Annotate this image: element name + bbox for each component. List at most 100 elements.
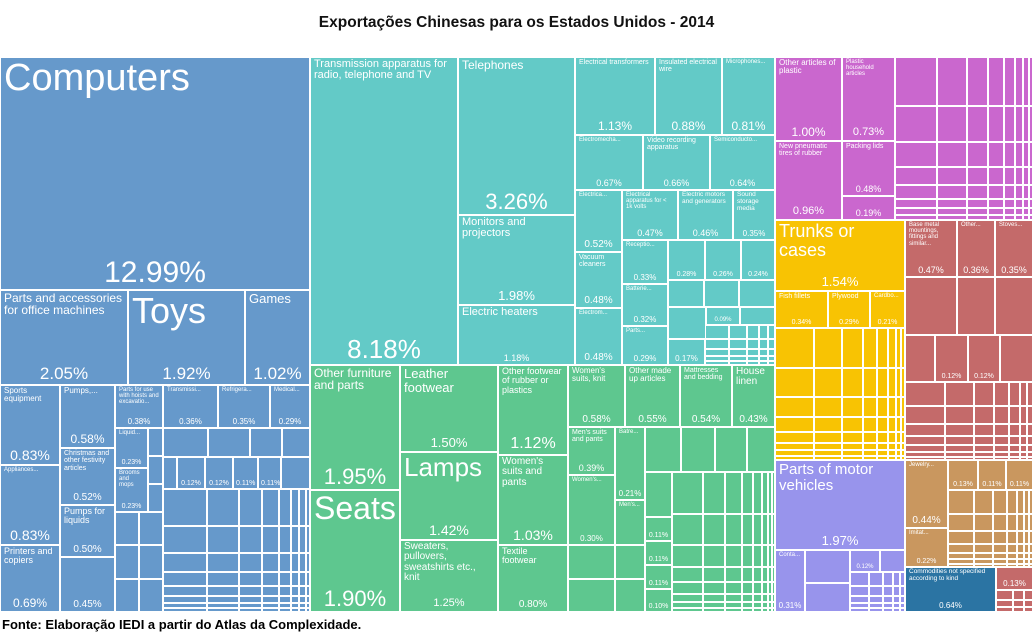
cell-filler — [888, 450, 896, 456]
cell-filler — [905, 335, 935, 382]
cell-value: 1.42% — [429, 522, 469, 539]
cell-filler — [892, 603, 900, 609]
cell-filler — [1017, 552, 1025, 560]
cell-value: 0.13% — [1003, 578, 1026, 588]
cell-filler — [966, 141, 989, 168]
cell-filler — [775, 328, 815, 368]
cell-value: 8.18% — [347, 333, 421, 364]
cell-filler — [299, 603, 306, 609]
cell-filler — [767, 607, 772, 612]
cell-filler — [814, 450, 843, 456]
cell-label: Leather footwear — [404, 366, 454, 395]
cell-value: 0.17% — [675, 353, 698, 363]
cell-filler — [1028, 167, 1033, 186]
cell-label: Cardbo... — [874, 293, 899, 299]
cell-filler — [1017, 513, 1025, 532]
cell-label: House linen — [736, 366, 765, 388]
cell-vacuum-cleaners: Vacuum cleaners 0.48% — [575, 252, 622, 308]
cell-filler — [1027, 436, 1033, 446]
cell-filler — [901, 442, 905, 451]
cell-filler — [936, 167, 967, 186]
cell-filler — [895, 328, 902, 368]
cell-filler — [1028, 141, 1033, 168]
cell-filler — [993, 513, 1008, 532]
cell-value: 0.12% — [941, 372, 962, 380]
cell-filler — [994, 456, 1010, 460]
cell-value: 1.54% — [821, 274, 859, 290]
cell-filler — [1003, 141, 1015, 168]
cell-filler — [668, 307, 706, 339]
cell-filler — [905, 406, 945, 424]
cell-filler — [1027, 406, 1033, 424]
cell-value: 0.35% — [1001, 264, 1027, 275]
cell-filler — [703, 582, 726, 594]
cell-filler — [1009, 436, 1020, 446]
cell-filler — [207, 552, 240, 573]
cell-filler — [842, 396, 863, 418]
cell-filler — [944, 382, 974, 407]
cell-value: 0.29% — [278, 416, 302, 426]
cell-filler — [305, 526, 310, 553]
chart-title: Exportações Chinesas para os Estados Uni… — [318, 14, 715, 31]
cell-filler — [850, 585, 870, 596]
cell-filler — [305, 603, 310, 609]
cell-filler — [974, 552, 994, 560]
cell-value: 0.36% — [963, 264, 989, 275]
cell-value: 1.18% — [503, 352, 530, 363]
cell-label: Textile footwear — [502, 546, 537, 566]
cell-filler — [290, 552, 300, 573]
cell-value: 0.13% — [953, 480, 973, 488]
cell-filler — [1003, 106, 1015, 142]
cell-filler — [974, 559, 994, 564]
cell-sound-storage-media: Sound storage media 0.35% — [733, 190, 775, 240]
cell-refrigera: Refrigera... 0.35% — [218, 385, 270, 428]
cell-value: 0.12% — [181, 479, 201, 487]
cell-filler — [746, 325, 760, 339]
cell-label: Plastic household articles — [846, 59, 874, 78]
cell-other-furniture-and-parts: Other furniture and parts 1.95% — [310, 365, 400, 490]
cell-filler — [1023, 215, 1029, 220]
cell-label: Computers — [4, 57, 190, 99]
cell-filler — [645, 427, 681, 472]
cell-filler — [281, 457, 310, 489]
cell-filler — [290, 585, 300, 596]
cell-label: Parts of motor vehicles — [779, 461, 874, 494]
cell-parts-for-use-with-hoists-and-excavatio: Parts for use with hoists and excavatio.… — [115, 385, 163, 428]
cell-filler — [1017, 559, 1025, 564]
cell-label: Women's... — [572, 477, 602, 483]
cell-filler — [936, 57, 967, 107]
cell-label: Monitors and projectors — [462, 216, 526, 240]
cell-filler — [1024, 490, 1030, 514]
cell-value: 0.67% — [596, 177, 622, 188]
cell-filler — [862, 328, 878, 368]
cell-label: Toys — [132, 290, 207, 331]
cell-filler — [869, 585, 883, 596]
cell-filler — [1023, 198, 1029, 209]
cell-filler — [729, 348, 747, 357]
cell-filler — [239, 585, 263, 596]
cell-filler — [775, 450, 815, 456]
cell-filler — [994, 423, 1010, 437]
cell-filler — [1009, 445, 1020, 452]
cell-filler — [888, 442, 896, 451]
cell-filler — [944, 451, 974, 457]
cell-value: 0.83% — [10, 527, 50, 544]
cell-pumps: Pumps,... 0.58% — [60, 385, 115, 448]
cell-filler — [1027, 423, 1033, 437]
cell-value: 0.81% — [731, 119, 766, 134]
cell-label: Electrom... — [579, 310, 608, 316]
cell-filler — [895, 57, 937, 107]
cell-filler — [299, 526, 306, 553]
cell-filler — [1024, 599, 1033, 607]
cell-transmission-apparatus-for-radio-telephone: Transmission apparatus for radio, teleph… — [310, 57, 458, 365]
cell-filler — [741, 593, 754, 602]
cell-filler — [705, 338, 730, 349]
cell-filler — [771, 544, 775, 567]
cell-filler — [1012, 606, 1025, 612]
cell-electrom: Electrom... 0.48% — [575, 308, 622, 365]
cell-value: 0.31% — [778, 600, 802, 610]
cell-filler — [877, 442, 888, 451]
cell-filler — [862, 367, 878, 397]
cell-filler — [901, 328, 905, 368]
